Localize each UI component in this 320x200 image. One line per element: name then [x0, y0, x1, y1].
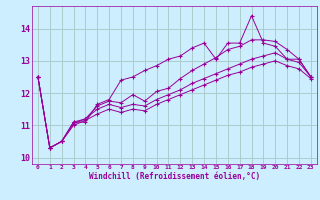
X-axis label: Windchill (Refroidissement éolien,°C): Windchill (Refroidissement éolien,°C) [89, 172, 260, 181]
